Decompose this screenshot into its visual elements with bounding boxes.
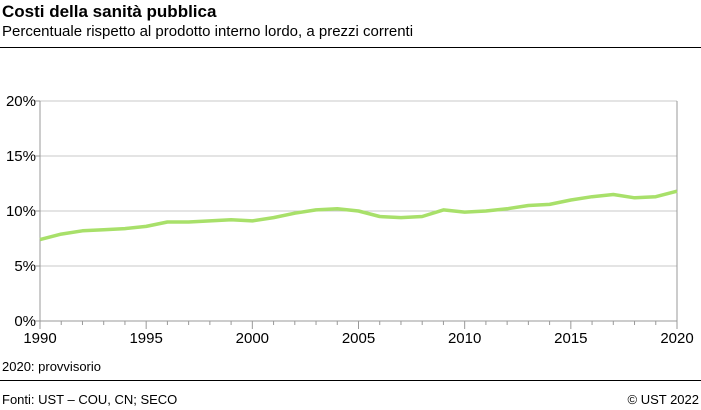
- copyright: © UST 2022: [627, 392, 700, 407]
- footnote: 2020: provvisorio: [2, 359, 101, 374]
- y-tick-label: 0%: [14, 313, 36, 330]
- x-tick-label: 1990: [23, 330, 56, 347]
- y-tick-label: 15%: [6, 148, 36, 165]
- y-tick-label: 20%: [6, 93, 36, 110]
- chart-title: Costi della sanità pubblica: [2, 2, 217, 21]
- y-tick-label: 10%: [6, 203, 36, 220]
- chart-subtitle: Percentuale rispetto al prodotto interno…: [2, 23, 414, 40]
- x-tick-label: 1995: [129, 330, 162, 347]
- x-tick-label: 2005: [342, 330, 375, 347]
- plot-area: 0% 5% 10% 15% 20% 1990 1995 2000 2005 2010 2015 202…: [6, 93, 694, 347]
- divider: [0, 47, 701, 48]
- x-tick-label: 2020: [660, 330, 693, 347]
- x-tick-label: 2000: [236, 330, 269, 347]
- source: Fonti: UST – COU, CN; SECO: [2, 392, 178, 407]
- series-line: [39, 189, 678, 242]
- x-tick-label: 2015: [554, 330, 587, 347]
- y-tick-label: 5%: [14, 258, 36, 275]
- divider: [0, 380, 701, 381]
- x-tick-label: 2010: [448, 330, 481, 347]
